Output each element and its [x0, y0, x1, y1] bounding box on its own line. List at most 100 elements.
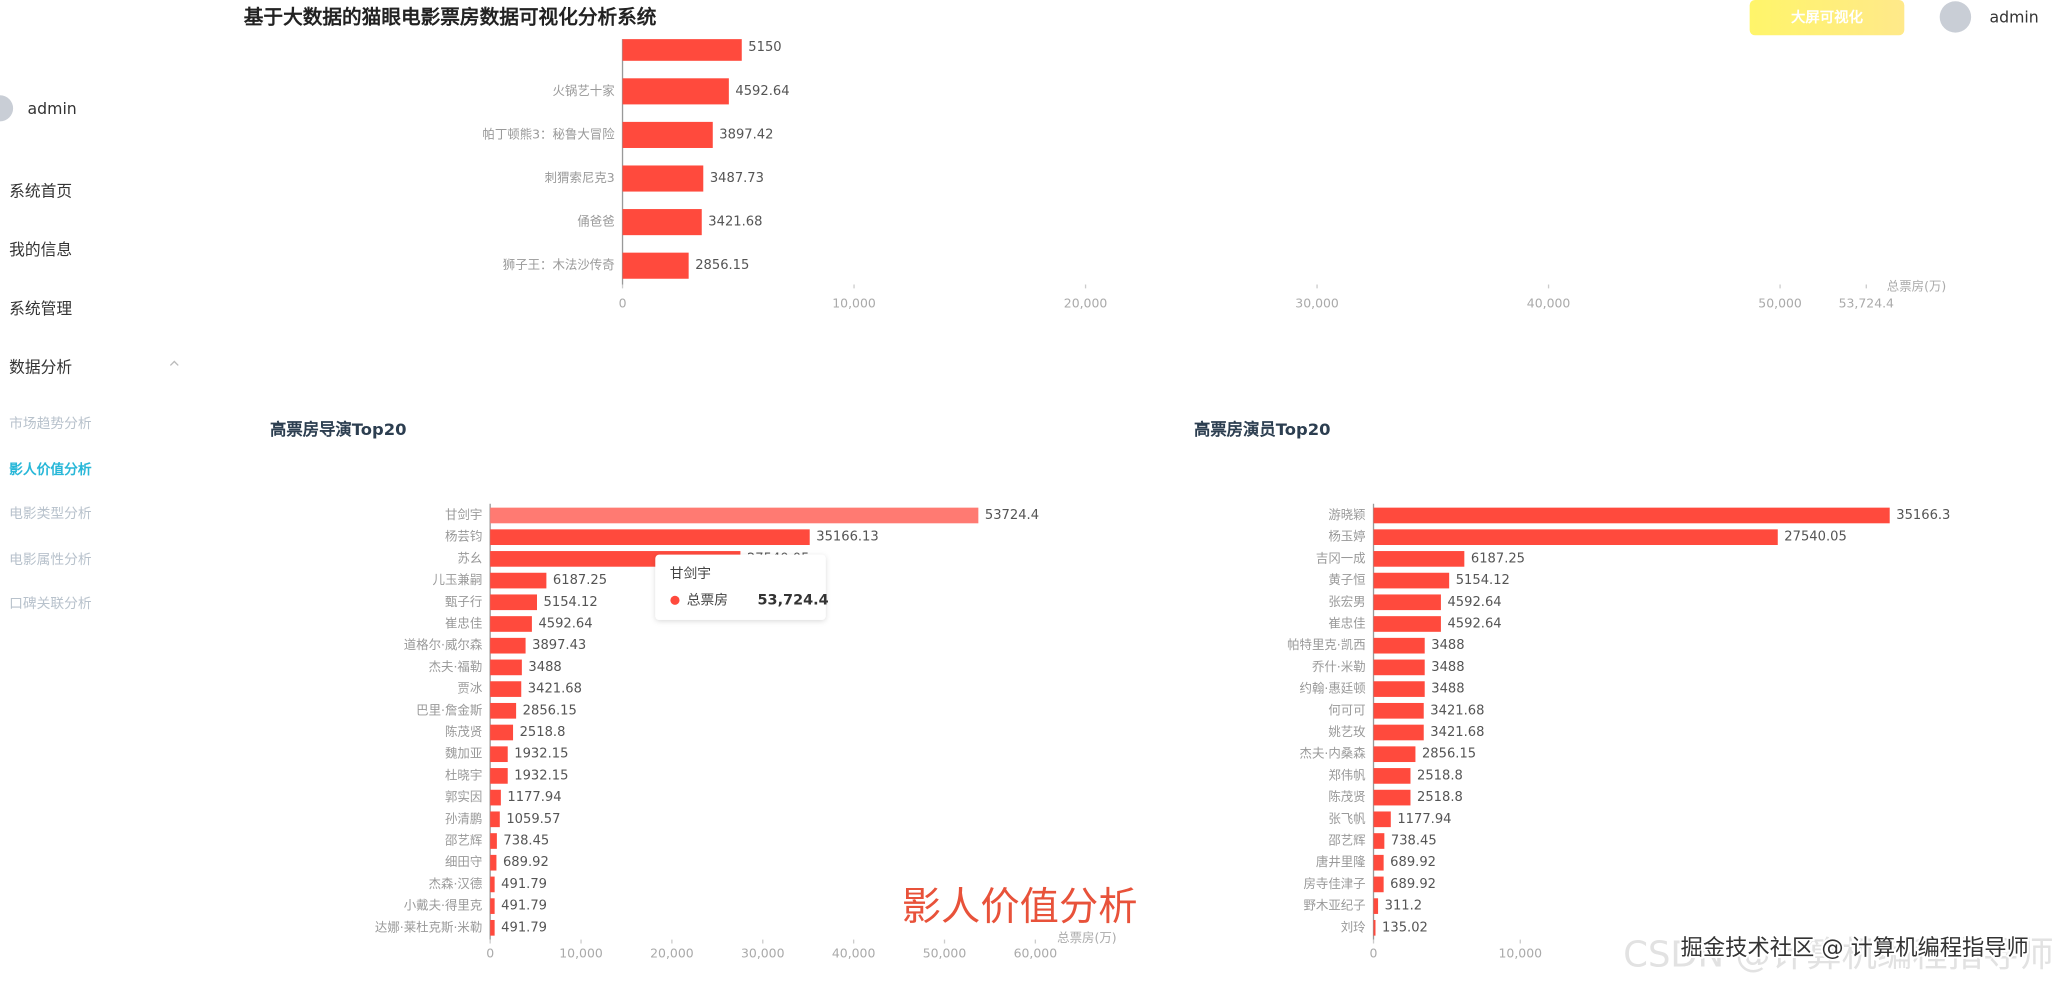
bar-chart: 53724.4甘剑宇35166.13杨芸钧27540.05苏幺6187.25儿玉… [375, 503, 1039, 944]
menu-item[interactable]: 数据分析 [9, 358, 72, 377]
x-tick-label: 30,000 [1295, 296, 1339, 311]
big-screen-button[interactable] [1749, 0, 1905, 36]
bar[interactable] [622, 252, 689, 279]
value-label: 738.45 [503, 834, 549, 849]
submenu-item[interactable]: 电影属性分析 [9, 552, 92, 568]
bar[interactable] [490, 919, 495, 936]
bar[interactable] [1373, 594, 1441, 611]
bar[interactable] [1373, 746, 1416, 763]
bar[interactable] [490, 572, 547, 589]
y-tick-label: 达娜·莱杜克斯·米勒 [375, 919, 482, 934]
y-tick-label: 火锅艺十家 [552, 83, 614, 98]
bar[interactable] [490, 789, 501, 806]
bar[interactable] [1373, 702, 1424, 719]
submenu-item[interactable]: 影人价值分析 [9, 461, 92, 478]
x-tick-label: 50,000 [923, 945, 967, 960]
bar[interactable] [622, 165, 704, 192]
bar[interactable] [490, 616, 532, 632]
y-tick-label: 儿玉兼嗣 [433, 572, 483, 587]
value-label: 3421.68 [1430, 703, 1484, 718]
bar[interactable] [490, 529, 810, 546]
y-tick-label: 乔什·米勒 [1312, 659, 1366, 674]
bar[interactable] [490, 702, 517, 719]
submenu-item[interactable]: 电影类型分析 [9, 506, 92, 522]
bar[interactable] [1373, 681, 1425, 697]
value-label: 1177.94 [507, 790, 561, 805]
bar[interactable] [490, 898, 495, 914]
y-tick-label: 帕丁顿熊3：秘鲁大冒险 [482, 126, 615, 141]
submenu-item[interactable]: 市场趋势分析 [9, 415, 92, 432]
bar[interactable] [1373, 507, 1890, 524]
y-tick-label: 姚艺玫 [1328, 724, 1366, 739]
bar[interactable] [490, 507, 979, 524]
value-label: 4592.64 [1447, 617, 1501, 632]
y-tick-label: 约翰·惠廷顿 [1300, 681, 1366, 696]
y-tick-label: 贾冰 [457, 681, 482, 696]
value-label: 6187.25 [1471, 551, 1525, 566]
y-tick-label: 郭实因 [445, 789, 482, 804]
bar[interactable] [622, 35, 742, 61]
value-label: 3487.73 [710, 171, 764, 186]
x-tick-label: 0 [1370, 945, 1378, 960]
value-label: 2856.15 [695, 258, 749, 273]
value-label: 2518.8 [520, 725, 566, 740]
menu-item[interactable]: 系统首页 [9, 181, 72, 200]
sidebar-avatar [0, 95, 14, 122]
bar[interactable] [1373, 768, 1411, 784]
user-avatar[interactable] [1939, 1, 1972, 33]
bar[interactable] [490, 768, 508, 784]
x-tick-label: 40,000 [832, 945, 876, 960]
bar[interactable] [490, 833, 497, 849]
bar[interactable] [1373, 811, 1391, 828]
menu-item[interactable]: 我的信息 [9, 240, 72, 259]
bar[interactable] [490, 876, 495, 893]
y-tick-label: 杰夫·内桑森 [1300, 746, 1367, 761]
submenu-item[interactable]: 口碑关联分析 [9, 596, 92, 612]
overlay-title: 影人价值分析 [902, 885, 1138, 930]
value-label: 4592.64 [1447, 595, 1501, 610]
value-label: 135.02 [1382, 920, 1428, 935]
bar[interactable] [490, 681, 522, 697]
bar[interactable] [490, 811, 500, 828]
axis-name: 总票房(万) [1887, 279, 1946, 294]
bar[interactable] [490, 854, 497, 871]
bar[interactable] [1373, 876, 1384, 893]
bar[interactable] [1373, 637, 1425, 654]
bar[interactable] [622, 209, 702, 236]
value-label: 27540.05 [1784, 530, 1846, 545]
bar[interactable] [1373, 919, 1376, 936]
value-label: 1932.15 [514, 747, 568, 762]
bar[interactable] [622, 78, 729, 105]
bar[interactable] [490, 637, 526, 654]
bar[interactable] [490, 746, 508, 763]
bar[interactable] [1373, 833, 1385, 849]
value-label: 2856.15 [523, 703, 577, 718]
bar[interactable] [1373, 616, 1441, 632]
bar[interactable] [490, 659, 522, 676]
y-tick-label: 邵艺辉 [1328, 833, 1365, 848]
bar[interactable] [1373, 854, 1384, 871]
bar[interactable] [490, 724, 514, 741]
y-tick-label: 唐井里隆 [1316, 854, 1366, 869]
x-tick-label: 30,000 [741, 945, 785, 960]
bar[interactable] [1373, 898, 1379, 914]
user-name[interactable]: admin [1989, 8, 2038, 27]
x-tick-label: 10,000 [832, 296, 876, 311]
bar[interactable] [1373, 572, 1450, 589]
y-tick-label: 陈茂贤 [445, 724, 482, 739]
bar[interactable] [1373, 724, 1424, 741]
bar[interactable] [622, 121, 713, 148]
bar[interactable] [490, 594, 537, 611]
menu-item[interactable]: 系统管理 [9, 299, 72, 318]
bar[interactable] [1373, 659, 1425, 676]
big-screen-button-label[interactable]: 大屏可视化 [1791, 8, 1864, 26]
bar[interactable] [1373, 551, 1465, 567]
x-tick-label: 40,000 [1527, 296, 1571, 311]
bar[interactable] [1373, 789, 1411, 806]
x-tick-label: 60,000 [1014, 945, 1058, 960]
y-tick-label: 甄子行 [445, 594, 482, 609]
bar[interactable] [1373, 529, 1778, 546]
value-label: 35166.3 [1896, 508, 1950, 523]
x-tick-label: 50,000 [1758, 296, 1802, 311]
